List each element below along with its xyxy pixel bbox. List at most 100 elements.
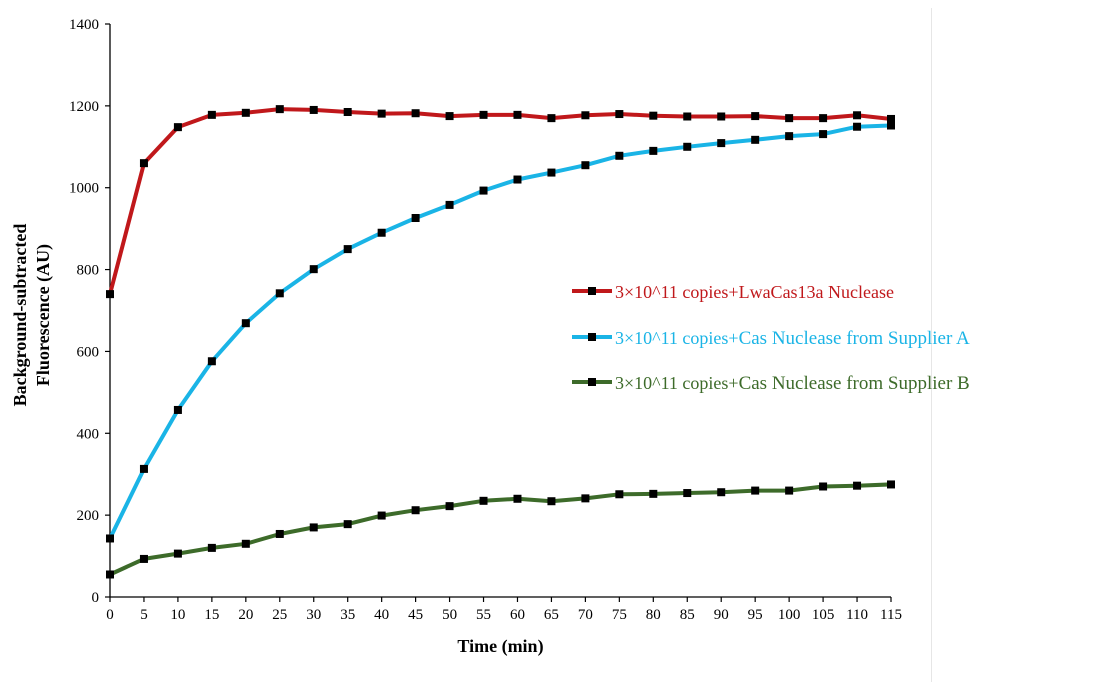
data-point — [207, 110, 216, 119]
x-tick-label: 85 — [680, 607, 695, 623]
data-point — [241, 539, 250, 548]
legend-label-prefix: 3×10^11 copies+ — [615, 282, 739, 302]
x-tick-label: 115 — [880, 607, 902, 623]
legend-label-nuclease: Cas Nuclease from Supplier B — [739, 373, 970, 394]
x-tick-label: 70 — [578, 607, 593, 623]
data-point — [411, 506, 420, 515]
data-point — [241, 319, 250, 328]
x-tick-label: 65 — [544, 607, 559, 623]
x-tick-label: 20 — [238, 607, 253, 623]
series-line-2 — [108, 123, 892, 540]
x-axis-title: Time (min) — [457, 636, 543, 657]
data-point — [173, 549, 182, 558]
data-point — [581, 494, 590, 503]
data-point — [309, 523, 318, 532]
data-point — [445, 112, 454, 121]
legend-label-nuclease: Cas Nuclease from Supplier A — [739, 328, 970, 349]
data-point — [513, 494, 522, 503]
x-tick-label: 50 — [442, 607, 457, 623]
data-point — [615, 110, 624, 119]
series-line-3 — [109, 482, 892, 577]
data-point — [445, 200, 454, 209]
data-point — [547, 114, 556, 123]
x-tick-label: 15 — [204, 607, 219, 623]
data-point — [445, 502, 454, 511]
data-point — [683, 142, 692, 151]
data-point — [649, 111, 658, 120]
x-tick-label: 25 — [272, 607, 287, 623]
x-tick-label: 30 — [306, 607, 321, 623]
y-tick-label: 600 — [77, 344, 100, 360]
data-point — [887, 114, 895, 123]
data-point — [309, 105, 318, 114]
data-point — [173, 123, 182, 132]
y-tick-label: 200 — [77, 508, 100, 524]
data-point — [785, 114, 794, 123]
data-point — [106, 534, 114, 543]
data-point — [377, 109, 386, 118]
x-tick-label: 100 — [778, 607, 801, 623]
data-point — [343, 520, 352, 529]
x-tick-label: 45 — [408, 607, 423, 623]
data-point — [819, 114, 828, 123]
legend-label-nuclease: LwaCas13a Nuclease — [739, 282, 894, 302]
data-point — [207, 357, 216, 366]
data-point — [139, 159, 148, 168]
data-point — [207, 543, 216, 552]
x-tick-label: 35 — [340, 607, 355, 623]
data-point — [853, 122, 862, 131]
y-tick-label: 0 — [92, 590, 100, 606]
data-point — [547, 168, 556, 177]
legend-label-prefix: 3×10^11 copies+ — [615, 328, 739, 348]
data-point — [139, 554, 148, 563]
x-tick-label: 105 — [812, 607, 835, 623]
data-point — [479, 496, 488, 505]
data-point — [275, 105, 284, 114]
x-tick-label: 75 — [612, 607, 627, 623]
data-point — [411, 109, 420, 118]
legend-label-prefix: 3×10^11 copies+ — [615, 373, 739, 393]
x-tick-label: 5 — [140, 607, 148, 623]
data-point — [683, 112, 692, 121]
data-point — [411, 214, 420, 223]
data-point — [547, 497, 556, 506]
x-tick-label: 10 — [170, 607, 185, 623]
data-point — [717, 112, 726, 121]
legend-marker — [588, 378, 596, 386]
y-axis-title-line-1: Background-subtracted — [10, 224, 30, 407]
x-tick-label: 95 — [748, 607, 763, 623]
data-point — [343, 245, 352, 254]
x-tick-label: 110 — [846, 607, 868, 623]
data-point — [785, 132, 794, 141]
data-point — [887, 480, 895, 489]
data-point — [377, 511, 386, 520]
y-tick-label: 400 — [77, 426, 100, 442]
legend-marker — [588, 333, 596, 341]
y-tick-label: 800 — [77, 263, 100, 279]
y-axis-title-line-2: Fluorescence (AU) — [33, 244, 54, 386]
data-point — [751, 486, 760, 495]
y-tick-label: 1000 — [69, 181, 99, 197]
legend-label: 3×10^11 copies+Cas Nuclease from Supplie… — [615, 373, 970, 394]
x-tick-label: 80 — [646, 607, 661, 623]
data-point — [513, 175, 522, 184]
data-point — [275, 289, 284, 298]
data-point — [377, 228, 386, 237]
data-point — [479, 186, 488, 195]
y-tick-label: 1200 — [69, 99, 99, 115]
data-point — [343, 107, 352, 116]
data-point — [887, 121, 895, 130]
data-point — [751, 112, 760, 121]
data-point — [853, 111, 862, 120]
data-point — [581, 161, 590, 170]
x-tick-label: 90 — [714, 607, 729, 623]
data-point — [819, 130, 828, 139]
data-point — [173, 405, 182, 414]
data-point — [513, 110, 522, 119]
data-point — [241, 108, 250, 117]
legend-label: 3×10^11 copies+Cas Nuclease from Supplie… — [615, 328, 970, 349]
data-point — [106, 570, 114, 579]
data-point — [139, 464, 148, 473]
data-point — [717, 488, 726, 497]
